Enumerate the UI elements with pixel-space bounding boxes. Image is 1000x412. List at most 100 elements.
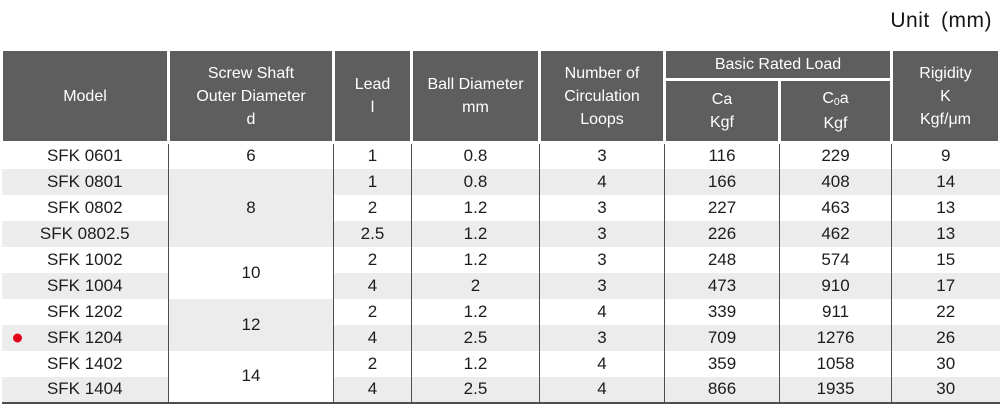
diameter-cell: 14 xyxy=(168,350,334,403)
table-body: SFK 0601 6 1 0.8 3 116 229 9 SFK 0801 8 … xyxy=(1,142,1000,403)
ball-cell: 0.8 xyxy=(411,142,540,169)
table-row: SFK 1404 4 2.5 4 866 1935 30 xyxy=(1,376,1000,403)
rigidity-cell: 22 xyxy=(891,298,1000,325)
ball-cell: 0.8 xyxy=(411,168,540,195)
header-basic-rated-load-label: Basic Rated Load xyxy=(714,56,842,73)
rigidity-cell: 13 xyxy=(891,220,1000,247)
ball-cell: 1.2 xyxy=(411,350,540,377)
loops-cell: 4 xyxy=(539,376,665,403)
header-model: Model xyxy=(0,48,170,144)
diameter-cell: 8 xyxy=(168,168,334,247)
table-row: SFK 0601 6 1 0.8 3 116 229 9 xyxy=(1,142,1000,169)
model-cell: SFK 1404 xyxy=(1,376,169,403)
ball-cell: 1.2 xyxy=(411,246,540,273)
table-row: SFK 1204 4 2.5 3 709 1276 26 xyxy=(1,324,1000,351)
loops-cell: 3 xyxy=(539,220,665,247)
lead-cell: 2 xyxy=(333,350,412,377)
c0a-suffix: a xyxy=(839,90,849,107)
header-circulation-loops-label: Number of Circulation Loops xyxy=(564,64,640,128)
header-basic-rated-load: Basic Rated Load xyxy=(663,48,893,81)
ball-cell: 1.2 xyxy=(411,298,540,325)
table-row: SFK 0801 8 1 0.8 4 166 408 14 xyxy=(1,168,1000,247)
rigidity-cell: 26 xyxy=(891,324,1000,351)
unit-label: Unit (mm) xyxy=(890,9,992,32)
lead-cell: 2 xyxy=(333,298,412,325)
ca-cell: 166 xyxy=(664,168,780,195)
header-ball-diameter-label: Ball Diameter mm xyxy=(427,76,524,116)
table-row: SFK 1202 12 2 1.2 4 339 911 22 xyxy=(1,298,1000,351)
ca-cell: 227 xyxy=(664,194,780,221)
header-lead: Lead l xyxy=(332,48,413,144)
table-row: SFK 1402 14 2 1.2 4 359 1058 30 xyxy=(1,350,1000,403)
model-cell: SFK 1202 xyxy=(1,298,169,325)
ca-cell: 339 xyxy=(664,298,780,325)
c0a-cell: 574 xyxy=(779,246,892,273)
diameter-cell: 10 xyxy=(168,246,334,299)
lead-cell: 4 xyxy=(333,324,412,351)
lead-cell: 2 xyxy=(333,194,412,221)
rigidity-cell: 15 xyxy=(891,246,1000,273)
table-row: SFK 0802.5 2.5 1.2 3 226 462 13 xyxy=(1,220,1000,247)
table-row: SFK 1002 10 2 1.2 3 248 574 15 xyxy=(1,246,1000,299)
diameter-cell: 12 xyxy=(168,298,334,351)
model-cell: SFK 0601 xyxy=(1,142,169,169)
header-ca-unit: Kgf xyxy=(709,114,734,131)
table-header: Model Screw Shaft Outer Diameter d Lead … xyxy=(0,48,1000,144)
loops-cell: 3 xyxy=(539,272,665,299)
loops-cell: 3 xyxy=(539,194,665,221)
c0a-subscript: 0 xyxy=(833,96,840,108)
ca-cell: 226 xyxy=(664,220,780,247)
lead-cell: 2 xyxy=(333,246,412,273)
loops-cell: 4 xyxy=(539,350,665,377)
header-rigidity-label: Rigidity K Kgf/μm xyxy=(919,64,972,128)
model-cell: SFK 0802 xyxy=(1,194,169,221)
lead-cell: 4 xyxy=(333,272,412,299)
model-cell: SFK 1002 xyxy=(1,246,169,273)
header-c0a-unit: Kgf xyxy=(823,115,848,132)
c0a-cell: 462 xyxy=(779,220,892,247)
header-ca: Ca Kgf xyxy=(663,78,781,144)
rigidity-cell: 13 xyxy=(891,194,1000,221)
c0a-prefix: C xyxy=(822,90,834,107)
c0a-cell: 1276 xyxy=(779,324,892,351)
c0a-cell: 229 xyxy=(779,142,892,169)
loops-cell: 3 xyxy=(539,142,665,169)
ca-cell: 473 xyxy=(664,272,780,299)
lead-cell: 1 xyxy=(333,168,412,195)
header-lead-label: Lead l xyxy=(354,76,391,116)
c0a-cell: 1935 xyxy=(779,376,892,403)
loops-cell: 4 xyxy=(539,298,665,325)
lead-cell: 1 xyxy=(333,142,412,169)
header-ca-symbol: Ca xyxy=(711,91,733,108)
header-circulation-loops: Number of Circulation Loops xyxy=(538,48,666,144)
rigidity-cell: 17 xyxy=(891,272,1000,299)
table-row: SFK 0802 2 1.2 3 227 463 13 xyxy=(1,194,1000,221)
ca-cell: 116 xyxy=(664,142,780,169)
diameter-cell: 6 xyxy=(168,142,334,169)
rigidity-cell: 9 xyxy=(891,142,1000,169)
model-cell: SFK 1402 xyxy=(1,350,169,377)
c0a-cell: 911 xyxy=(779,298,892,325)
table-row: SFK 1004 4 2 3 473 910 17 xyxy=(1,272,1000,299)
lead-cell: 4 xyxy=(333,376,412,403)
ball-cell: 1.2 xyxy=(411,220,540,247)
c0a-cell: 910 xyxy=(779,272,892,299)
rigidity-cell: 14 xyxy=(891,168,1000,195)
ca-cell: 709 xyxy=(664,324,780,351)
ball-cell: 2 xyxy=(411,272,540,299)
lead-cell: 2.5 xyxy=(333,220,412,247)
ball-cell: 2.5 xyxy=(411,376,540,403)
ca-cell: 359 xyxy=(664,350,780,377)
header-screw-shaft-diameter: Screw Shaft Outer Diameter d xyxy=(167,48,335,144)
ball-cell: 2.5 xyxy=(411,324,540,351)
loops-cell: 4 xyxy=(539,168,665,195)
c0a-cell: 408 xyxy=(779,168,892,195)
c0a-cell: 1058 xyxy=(779,350,892,377)
header-rigidity: Rigidity K Kgf/μm xyxy=(890,48,1000,144)
model-cell: SFK 1004 xyxy=(1,272,169,299)
model-cell: SFK 0802.5 xyxy=(1,220,169,247)
header-c0a-symbol: C0a xyxy=(781,87,890,112)
red-dot-marker xyxy=(12,333,22,342)
rigidity-cell: 30 xyxy=(891,350,1000,377)
